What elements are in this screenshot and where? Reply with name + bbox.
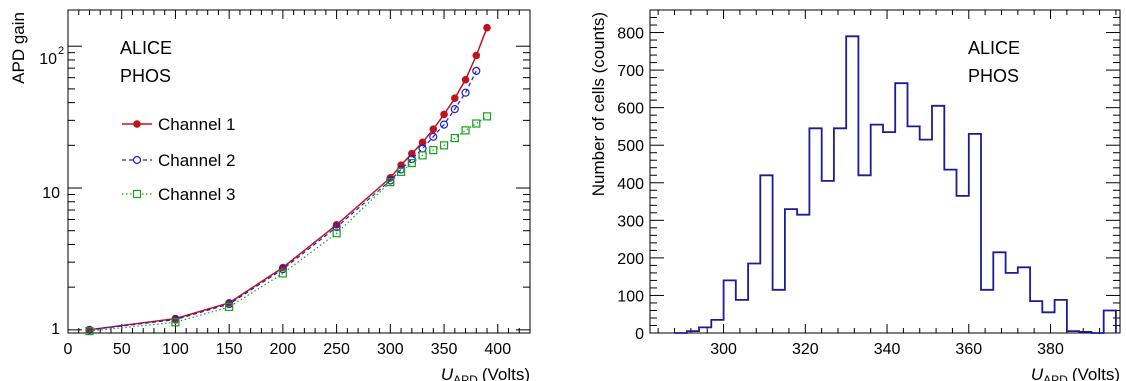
data-point-channel-1 <box>429 125 438 133</box>
right-y-axis-label: Number of cells (counts) <box>589 12 608 196</box>
left-x-axis-label-main: U <box>441 365 454 381</box>
data-point-channel-3 <box>482 112 492 121</box>
right-y-tick-label: 400 <box>617 176 644 193</box>
right-x-axis-label-unit: (Volts) <box>1072 365 1120 381</box>
right-x-tick-label: 380 <box>1037 341 1064 358</box>
data-point-channel-3 <box>85 326 94 336</box>
data-point-channel-1 <box>450 94 459 102</box>
left-series-layer <box>85 23 492 336</box>
right-histogram-outline <box>674 35 1117 334</box>
data-point-channel-1 <box>483 23 491 32</box>
series-line-channel-2 <box>89 70 477 331</box>
left-y-tick-label-10: 10 <box>42 185 60 202</box>
series-line-channel-3 <box>89 115 488 332</box>
right-x-tick-label: 300 <box>710 341 737 358</box>
data-point-channel-3 <box>171 318 180 327</box>
right-x-tick-label: 340 <box>874 341 901 358</box>
left-x-tick-label: 100 <box>162 341 189 358</box>
legend-marker-channel-2 <box>132 155 142 165</box>
left-y-ticks <box>68 45 530 331</box>
right-y-tick-label: 100 <box>617 288 644 305</box>
left-x-axis-label-unit: (Volts) <box>482 365 530 381</box>
right-y-tick-label: 800 <box>617 26 644 43</box>
left-plot-frame <box>67 9 531 334</box>
left-x-ticks: 0 50 100 150 200 250 300 350 400 <box>64 10 520 358</box>
data-point-channel-1 <box>418 138 427 147</box>
right-y-tick-label: 200 <box>617 251 644 268</box>
right-chart: 300 320 340 360 380 0 100 200 300 400 500 600 700 80… <box>589 9 1121 381</box>
data-point-channel-3 <box>332 229 341 238</box>
right-x-tick-label: 360 <box>955 341 982 358</box>
left-x-axis-label-sub: APD <box>453 373 478 381</box>
data-point-channel-3 <box>461 126 470 135</box>
data-point-channel-3 <box>450 133 459 143</box>
legend-entry-channel-1: Channel 1 <box>122 115 236 134</box>
data-point-channel-1 <box>461 75 470 84</box>
right-x-axis-label: UAPD (Volts) <box>1031 365 1120 381</box>
data-point-channel-1 <box>408 149 416 158</box>
left-y-tick-label-100-exp: 2 <box>58 45 64 57</box>
right-x-ticks: 300 320 340 360 380 <box>657 10 1117 358</box>
right-plot-frame <box>649 9 1121 334</box>
left-x-tick-label: 300 <box>377 341 404 358</box>
right-annotation-alice: ALICE <box>968 38 1020 58</box>
data-point-channel-3 <box>225 302 234 312</box>
left-x-axis-label: UAPD (Volts) <box>441 365 530 381</box>
data-point-channel-2 <box>278 265 287 274</box>
data-point-channel-2 <box>429 132 438 141</box>
legend-marker-channel-1 <box>133 120 141 128</box>
left-x-tick-label: 350 <box>431 341 458 358</box>
left-chart: 0 50 100 150 200 250 300 350 400 1 10 10 2 APD g… <box>9 9 531 381</box>
left-x-tick-label: 150 <box>216 341 243 358</box>
legend-label-channel-3: Channel 3 <box>158 185 236 204</box>
left-y-tick-label-1: 1 <box>51 321 60 338</box>
left-x-tick-label: 400 <box>484 341 511 358</box>
left-x-tick-label: 50 <box>113 341 131 358</box>
right-y-tick-label: 700 <box>617 63 644 80</box>
legend-label-channel-2: Channel 2 <box>158 151 236 170</box>
left-x-tick-label: 0 <box>64 341 73 358</box>
legend-marker-channel-3 <box>132 189 142 199</box>
right-y-tick-label: 500 <box>617 138 644 155</box>
left-x-tick-label: 250 <box>323 341 350 358</box>
legend-entry-channel-3: Channel 3 <box>122 185 236 204</box>
right-y-tick-label: 0 <box>635 326 644 343</box>
right-annotation-phos: PHOS <box>968 66 1019 86</box>
left-legend: Channel 1 Channel 2 Channel 3 <box>122 115 236 204</box>
data-point-channel-3 <box>407 158 416 168</box>
data-point-channel-3 <box>418 151 427 160</box>
legend-entry-channel-2: Channel 2 <box>122 151 236 170</box>
legend-label-channel-1: Channel 1 <box>158 115 236 134</box>
right-x-axis-label-sub: APD <box>1043 373 1068 381</box>
data-point-channel-2 <box>439 120 449 129</box>
left-y-axis-label: APD gain <box>9 12 28 84</box>
right-y-ticks: 0 100 200 300 400 500 600 700 800 <box>617 17 1120 343</box>
right-x-axis-label-main: U <box>1031 365 1044 381</box>
data-point-channel-3 <box>472 119 481 128</box>
data-point-channel-1 <box>472 51 481 60</box>
data-point-channel-3 <box>439 141 449 150</box>
data-point-channel-2 <box>472 66 481 75</box>
data-point-channel-2 <box>332 223 341 232</box>
left-annotation-alice: ALICE <box>120 38 172 58</box>
right-y-tick-label: 600 <box>617 101 644 118</box>
data-point-channel-2 <box>461 88 470 97</box>
left-x-tick-label: 200 <box>270 341 297 358</box>
data-point-channel-3 <box>386 178 395 187</box>
left-y-tick-label-100-base: 10 <box>39 51 57 68</box>
right-y-tick-label: 300 <box>617 213 644 230</box>
data-point-channel-3 <box>429 146 438 155</box>
left-annotation-phos: PHOS <box>120 66 171 86</box>
data-point-channel-3 <box>278 269 287 278</box>
data-point-channel-1 <box>440 110 448 119</box>
right-x-tick-label: 320 <box>792 341 819 358</box>
data-point-channel-3 <box>396 167 406 176</box>
data-point-channel-2 <box>450 105 459 114</box>
